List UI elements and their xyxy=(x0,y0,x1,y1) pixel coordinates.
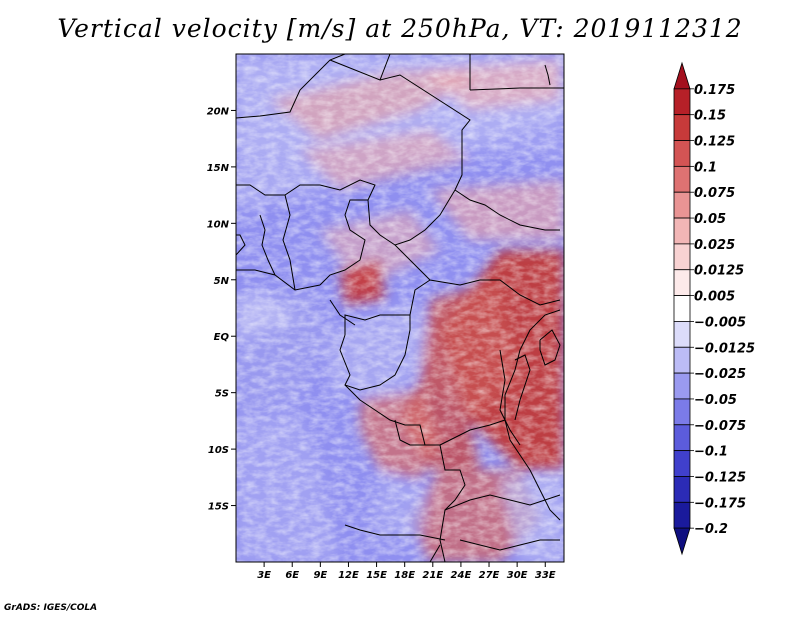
x-tick-label: 30E xyxy=(507,570,528,581)
colorbar-swatch xyxy=(673,321,691,348)
y-tick-label: 20N xyxy=(207,106,230,117)
colorbar-swatch xyxy=(673,191,691,219)
colorbar-swatch xyxy=(673,114,691,141)
x-tick-label: 21E xyxy=(422,570,443,581)
colorbar-swatch xyxy=(673,424,691,452)
y-tick-label: EQ xyxy=(214,332,230,343)
colorbar-label: 0.05 xyxy=(694,212,726,227)
colorbar-label: −0.0125 xyxy=(694,341,755,356)
x-tick-label: 33E xyxy=(535,570,556,581)
x-tick-label: 3E xyxy=(257,570,271,581)
x-tick-label: 15E xyxy=(366,570,387,581)
colorbar-swatch xyxy=(673,140,691,167)
x-tick-label: 18E xyxy=(394,570,415,581)
colorbar-swatch xyxy=(673,527,691,556)
colorbar-label: −0.175 xyxy=(694,496,746,511)
colorbar-label: −0.025 xyxy=(694,367,746,382)
colorbar-label: 0.125 xyxy=(694,135,735,150)
colorbar-swatch xyxy=(673,243,691,271)
colorbar-label: −0.125 xyxy=(694,470,746,485)
y-tick-label: 10N xyxy=(207,219,230,230)
vertical-velocity-field xyxy=(236,54,564,562)
y-tick-label: 5S xyxy=(215,389,229,400)
colorbar-swatch xyxy=(673,346,691,374)
footer-credit: GrADS: IGES/COLA xyxy=(4,603,98,613)
x-tick-label: 9E xyxy=(313,570,327,581)
colorbar-swatch xyxy=(673,295,691,322)
colorbar-label: 0.075 xyxy=(694,186,735,201)
colorbar-label: 0.1 xyxy=(694,160,717,175)
plot-frame xyxy=(235,53,565,563)
colorbar-label: −0.075 xyxy=(694,419,746,434)
x-tick-label: 6E xyxy=(285,570,299,581)
colorbar-swatch xyxy=(673,372,691,400)
x-tick-label: 12E xyxy=(338,570,359,581)
colorbar-label: 0.15 xyxy=(694,109,726,124)
x-axis-ticks: 3E 6E 9E 12E 15E 18E 21E 24E 27E 30E 33E xyxy=(257,562,556,581)
colorbar-label: 0.025 xyxy=(694,238,735,253)
colorbar-swatch xyxy=(673,450,691,477)
colorbar-swatch xyxy=(673,476,691,503)
colorbar-label: −0.1 xyxy=(694,445,728,460)
colorbar-label: 0.0125 xyxy=(694,264,744,279)
x-tick-label: 24E xyxy=(451,570,472,581)
colorbar-swatch xyxy=(673,88,691,116)
colorbar-label: −0.05 xyxy=(694,393,737,408)
colorbar-label: 0.005 xyxy=(694,290,735,305)
y-tick-label: 5N xyxy=(214,276,230,287)
x-tick-label: 27E xyxy=(479,570,500,581)
colorbar-swatch xyxy=(673,501,691,529)
chart-title: Vertical velocity [m/s] at 250hPa, VT: 2… xyxy=(57,14,743,43)
y-tick-label: 15N xyxy=(207,163,230,174)
colorbar-label: 0.175 xyxy=(694,83,735,98)
colorbar-swatch xyxy=(673,217,691,245)
country-borders xyxy=(236,54,564,562)
colorbar-swatch xyxy=(673,398,691,426)
colorbar-label: −0.2 xyxy=(694,522,728,537)
colorbar-swatch xyxy=(673,269,691,296)
colorbar-swatch xyxy=(673,165,691,193)
colorbar-label: −0.005 xyxy=(694,315,746,330)
colorbar: 0.175 0.15 0.125 0.1 0.075 0.05 0.025 0.0125 0.0… xyxy=(673,61,755,556)
y-axis-ticks: 20N 15N 10N 5N EQ 5S 10S 15S xyxy=(207,106,236,513)
y-tick-label: 10S xyxy=(208,445,229,456)
y-tick-label: 15S xyxy=(208,502,229,513)
colorbar-swatch xyxy=(673,61,691,90)
